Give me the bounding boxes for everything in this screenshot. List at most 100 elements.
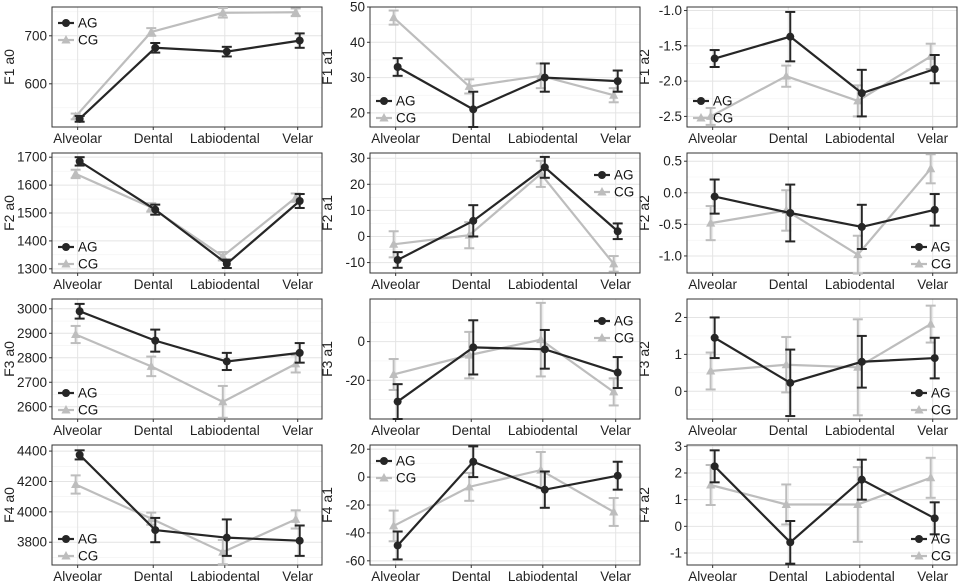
panel-4-1-ytick-label: 4400: [17, 444, 47, 459]
panel-3-2-ylabel: F3 a1: [319, 341, 335, 377]
panel-4-2-ag-point: [613, 471, 622, 480]
panel-3-3-ag-point: [857, 357, 866, 366]
panel-2-1-legend: AG CG: [58, 240, 98, 272]
panel-4-2-cg-point: [609, 506, 619, 516]
panel-2-3-ag-point: [930, 205, 939, 214]
panel-1-3-legend-marker-ag: [697, 97, 705, 105]
panel-3-1-legend: AG CG: [58, 386, 98, 418]
panel-1-1-ag-point: [295, 36, 304, 45]
panel-1-2-cg-point: [609, 90, 619, 99]
panel-4-3-xtick-label: Alveolar: [688, 569, 737, 584]
panel-1-1-background: [51, 6, 323, 128]
panel-2-2-cg-line: [393, 172, 615, 265]
panel-1-2-ag-point: [393, 63, 402, 71]
panel-3-2-legend-marker-ag: [598, 317, 606, 325]
panel-3-3-xtick-label: Alveolar: [688, 423, 737, 438]
panel-4-1-ag-point: [295, 536, 304, 545]
panel-4-2-ytick-label: 0: [357, 470, 365, 485]
panel-3-3-xtick-label: Velar: [917, 423, 948, 438]
panel-4-3-cg-point: [781, 499, 791, 508]
panel-1-2-background: [369, 6, 641, 128]
panel-4-1-cg-line: [75, 483, 297, 554]
panel-3-2-background: [369, 298, 641, 420]
panel-2-2-ytick-label: 10: [350, 203, 365, 218]
panel-4-3-ag-point: [710, 462, 719, 471]
panel-1-3-xtick-label: Alveolar: [688, 131, 737, 146]
panel-1-3-xtick-label: Velar: [917, 131, 948, 146]
panel-1-3-ag-point: [930, 65, 939, 74]
panel-2-1-ag-point: [295, 197, 304, 205]
panel-3-3-legend-marker-cg: [914, 405, 924, 414]
panel-1-1-ag-point: [222, 47, 231, 56]
panel-2-2-ag-point: [393, 255, 402, 264]
panel-2-1-legend-label-cg: CG: [78, 257, 98, 272]
panel-4-2-ag-point: [393, 541, 402, 550]
panel-4-3-legend-label-ag: AG: [931, 532, 951, 547]
panel-4-3-ytick-label: 2: [674, 466, 682, 481]
panel-2-1-ag-point: [222, 259, 231, 268]
panel-3-1-legend-marker-cg: [61, 405, 71, 414]
panel-4-3-xtick-label: Dental: [769, 569, 808, 584]
panel-2-3-legend: AG CG: [911, 240, 951, 272]
panel-2-1-ytick-label: 1400: [17, 233, 47, 248]
panel-4-3-ytick-label: -1: [670, 546, 682, 561]
panel-4-1-cg-point: [71, 479, 81, 488]
panel-2-3-ylabel: F2 a2: [636, 195, 652, 231]
panel-1-1-ag-line: [78, 39, 300, 120]
panel-2-3-ag-line: [714, 195, 935, 229]
panel-1-2-ag-line: [397, 66, 618, 111]
panel-3-2-ag-point: [469, 343, 478, 352]
panel-2-3-xtick-label: Dental: [769, 277, 808, 292]
panel-2-3-cg-point: [926, 163, 936, 173]
panel-3-3-legend-label-ag: AG: [931, 386, 951, 401]
panel-1-2-legend-marker-ag: [380, 97, 388, 105]
panel-1-2-ytick-label: 20: [350, 105, 365, 120]
panel-1-1-frame: [51, 6, 323, 128]
panel-4-2-ag-point: [469, 457, 478, 466]
panel-3-2-ag-line: [397, 346, 619, 403]
panel-2-2-frame: [369, 152, 641, 274]
panel-3-2-legend-label-ag: AG: [614, 314, 634, 329]
panel-4-2-ag-point: [540, 485, 549, 494]
panel-2-1-ytick-label: 1300: [17, 261, 47, 276]
panel-1-2-legend-marker-cg: [379, 113, 389, 122]
panel-2-3-cg-point: [706, 218, 716, 227]
panel-4-1-xtick-label: Velar: [282, 569, 313, 584]
panel-4-1-legend-label-ag: AG: [78, 532, 98, 547]
panel-2-1: 1300 1400 1500 1600 1700 Alveolar Dental Labiod…: [1, 150, 323, 292]
panel-2-1-cg-point: [71, 168, 81, 178]
panel-4-3-ag-point: [786, 538, 795, 547]
panel-1-1-cg-point: [291, 7, 301, 16]
panel-1-3-ag-point: [710, 54, 719, 63]
panel-4-2-ytick-label: -60: [345, 553, 365, 568]
panel-1-1-legend-marker-ag: [62, 19, 70, 27]
panel-3-1-ag-point: [295, 348, 304, 357]
panel-3-1-ylabel: F3 a0: [1, 341, 17, 377]
panel-1-1-ylabel: F1 a0: [1, 49, 17, 85]
panel-2-2-xtick-label: Alveolar: [371, 277, 420, 292]
panel-2-2-xtick-label: Dental: [452, 277, 491, 292]
panel-1-3-ag-point: [857, 89, 866, 98]
panel-4-1-ytick-label: 3800: [17, 535, 47, 550]
panel-3-1-xtick-label: Alveolar: [53, 423, 102, 438]
panel-4-2-legend-marker-cg: [379, 473, 389, 482]
panel-1-1-ytick-label: 700: [24, 28, 47, 43]
panel-1-2-legend-label-cg: CG: [396, 111, 416, 126]
panel-1-3-ag-point: [786, 32, 795, 41]
panel-1-3-legend-label-ag: AG: [713, 94, 733, 109]
panel-2-3-legend-marker-cg: [914, 259, 924, 268]
panel-4-3-ag-line: [713, 465, 936, 544]
panel-2-2-cg-point: [536, 168, 546, 178]
panel-4-2-xtick-label: Dental: [452, 569, 491, 584]
panel-3-2-xtick-label: Alveolar: [371, 423, 420, 438]
panel-1-2-ytick-label: 50: [350, 0, 365, 15]
panel-3-3-legend: AG CG: [911, 386, 951, 418]
panel-4-1-ytick-label: 4000: [17, 504, 47, 519]
panel-2-1-cg-point: [218, 251, 228, 260]
panel-4-3-cg-point: [706, 480, 716, 489]
panel-4-3-ag-point: [930, 514, 939, 523]
panel-1-2-ag-point: [469, 105, 478, 114]
panel-2-2-legend: AG CG: [594, 168, 634, 200]
panel-4-2-legend-label-cg: CG: [396, 471, 416, 486]
panel-3-2-cg-point: [609, 386, 619, 396]
